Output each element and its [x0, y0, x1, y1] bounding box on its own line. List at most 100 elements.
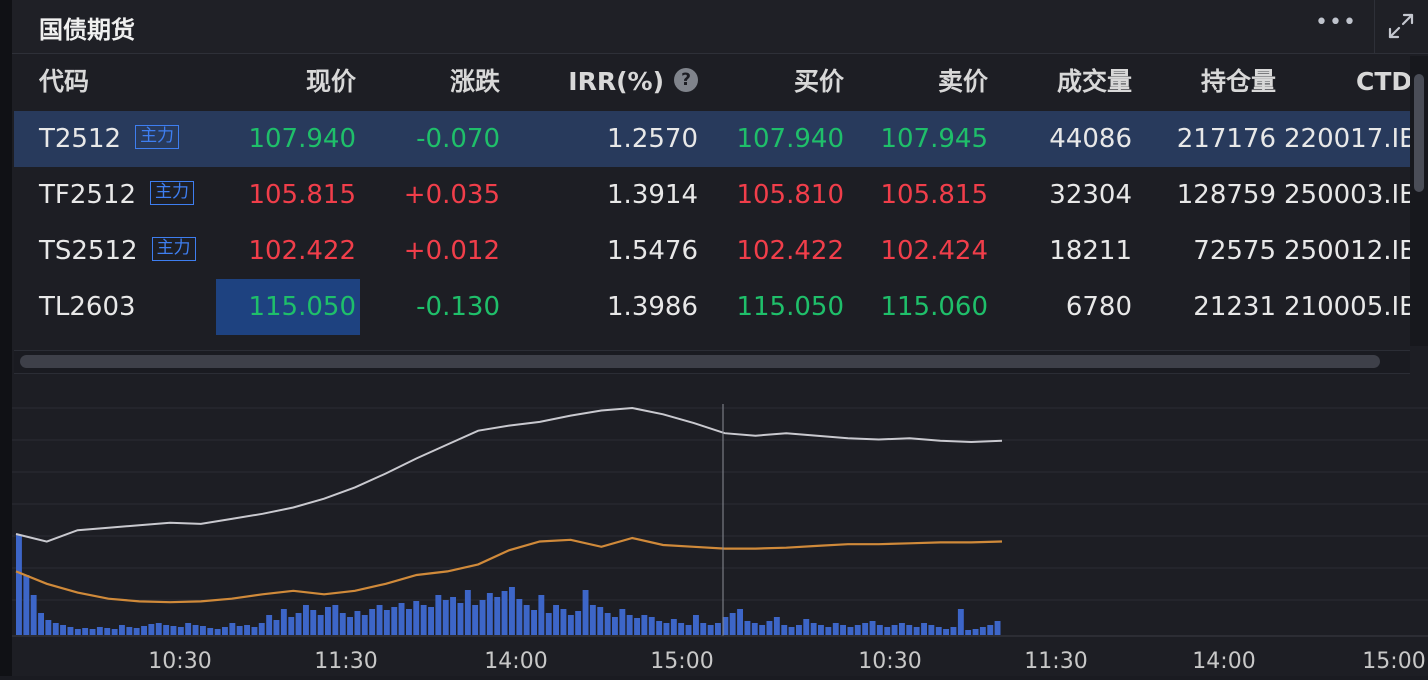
- volume-bar: [876, 625, 883, 635]
- expand-icon[interactable]: [1374, 0, 1428, 53]
- price-change: -0.070: [416, 124, 500, 154]
- main-contract-tag: 主力: [151, 236, 196, 261]
- volume-bar: [273, 620, 280, 635]
- volume-bar: [906, 625, 913, 635]
- volume-bar: [207, 628, 214, 635]
- x-tick-label: 15:00: [650, 649, 713, 674]
- volume-bar: [523, 605, 530, 635]
- volume-bar: [185, 623, 192, 635]
- volume-bar: [597, 607, 604, 635]
- col-ask[interactable]: 卖价: [937, 67, 988, 96]
- volume-bar: [170, 626, 177, 635]
- table-row[interactable]: TL2603 115.050 -0.130 1.3986 115.050 115…: [14, 279, 1410, 335]
- panel-header: 国债期货 •••: [12, 0, 1428, 54]
- volume-bar: [862, 623, 869, 635]
- last-price: 102.422: [248, 236, 356, 266]
- volume-bar: [560, 609, 567, 635]
- volume-bar: [656, 621, 663, 635]
- volume-bar: [229, 623, 236, 635]
- col-code[interactable]: 代码: [39, 67, 90, 96]
- volume-bar: [693, 615, 699, 635]
- avg-price-line: [15, 536, 1003, 604]
- volume-value: 6780: [1065, 292, 1132, 322]
- volume-bar: [965, 630, 972, 635]
- horizontal-scrollbar[interactable]: [14, 350, 1410, 374]
- x-tick-label: 14:00: [1192, 649, 1255, 674]
- col-ctd[interactable]: CTD: [1356, 67, 1410, 96]
- volume-bar: [818, 625, 824, 635]
- volume-bar: [391, 607, 398, 635]
- volume-value: 32304: [1049, 180, 1132, 210]
- volume-bar: [847, 627, 854, 635]
- volume-bar: [545, 613, 552, 635]
- ctd-value: 220017.IB: [1284, 124, 1410, 154]
- table-row[interactable]: T2512 主力 107.940 -0.070 1.2570 107.940 10…: [14, 111, 1410, 167]
- col-open-interest[interactable]: 持仓量: [1200, 67, 1276, 96]
- horizontal-scrollbar-thumb[interactable]: [20, 355, 1380, 368]
- volume-bar: [141, 626, 147, 635]
- volume-bar: [759, 625, 766, 635]
- col-irr[interactable]: IRR(%)?: [514, 54, 698, 110]
- volume-bar: [538, 595, 545, 635]
- volume-bar: [729, 613, 736, 635]
- volume-bar: [670, 619, 677, 635]
- bid-price: 107.940: [736, 124, 844, 154]
- volume-bar: [634, 618, 640, 635]
- bid-price: 105.810: [736, 180, 844, 210]
- price-change: +0.012: [403, 236, 500, 266]
- volume-bar: [810, 623, 817, 635]
- volume-bar: [258, 623, 265, 635]
- bond-futures-panel: 国债期货 ••• 代码 现价 涨跌 IRR(%)? 买价 卖价 成交量 持仓量 …: [12, 0, 1428, 676]
- volume-bar: [803, 619, 810, 635]
- volume-bar: [192, 625, 199, 635]
- volume-bar: [494, 597, 501, 635]
- volume-bar: [126, 627, 133, 635]
- contract-code: TF2512 主力: [39, 167, 195, 223]
- volume-value: 44086: [1049, 124, 1132, 154]
- volume-bar: [773, 617, 780, 635]
- col-volume[interactable]: 成交量: [1056, 67, 1132, 96]
- volume-bar: [972, 629, 979, 635]
- volume-bar: [325, 607, 331, 635]
- volume-bar: [464, 590, 471, 635]
- help-icon[interactable]: ?: [674, 68, 698, 92]
- volume-bar: [60, 625, 66, 635]
- ctd-value: 250003.IB: [1284, 180, 1410, 210]
- volume-bar: [251, 627, 258, 635]
- volume-bar: [744, 621, 751, 635]
- volume-bar: [82, 628, 89, 635]
- irr-value: 1.3914: [607, 180, 698, 210]
- volume-bar: [38, 613, 44, 635]
- vertical-scrollbar-thumb[interactable]: [1414, 74, 1424, 192]
- irr-value: 1.3986: [607, 292, 698, 322]
- volume-bar: [266, 615, 273, 635]
- ask-price: 105.815: [880, 180, 988, 210]
- volume-bar: [104, 628, 111, 635]
- col-price[interactable]: 现价: [305, 67, 356, 96]
- volume-bar: [737, 609, 743, 635]
- volume-bar: [288, 617, 295, 635]
- volume-bar: [435, 595, 442, 635]
- main-contract-tag: 主力: [135, 124, 180, 149]
- volume-bar: [825, 627, 832, 635]
- open-interest-value: 128759: [1176, 180, 1276, 210]
- volume-bar: [133, 628, 140, 635]
- last-price: 115.050: [248, 292, 356, 322]
- more-horizontal-icon[interactable]: •••: [1315, 10, 1357, 35]
- volume-bar: [854, 625, 861, 635]
- volume-bar: [869, 621, 876, 635]
- volume-bar: [354, 611, 361, 635]
- volume-bar: [531, 610, 537, 635]
- volume-bar: [891, 625, 898, 635]
- volume-bar: [214, 629, 221, 635]
- volume-bar: [420, 605, 427, 635]
- intraday-chart-svg: 10:30 11:30 14:00 15:00 10:30 11:30 14:00 15:00: [12, 404, 1428, 674]
- table-row[interactable]: TS2512 主力 102.422 +0.012 1.5476 102.422 1…: [14, 223, 1410, 279]
- col-bid[interactable]: 买价: [793, 67, 844, 96]
- irr-value: 1.2570: [607, 124, 698, 154]
- col-change[interactable]: 涨跌: [449, 67, 500, 96]
- volume-bar: [928, 625, 935, 635]
- volume-bar: [486, 593, 493, 635]
- volume-bar: [222, 627, 228, 635]
- table-row[interactable]: TF2512 主力 105.815 +0.035 1.3914 105.810 1…: [14, 167, 1410, 223]
